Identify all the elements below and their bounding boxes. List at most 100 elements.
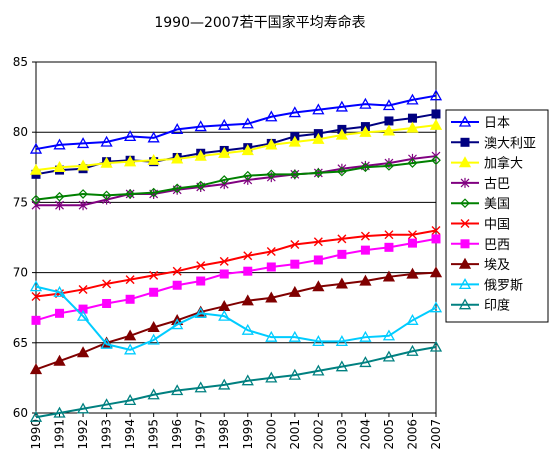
x-tick-label: 1992 [76,419,90,450]
data-point [147,131,160,143]
y-tick-label: 65 [13,336,28,350]
y-tick-label: 70 [13,266,28,280]
x-tick-label: 2003 [335,419,349,450]
data-point [194,120,207,132]
data-point [384,161,394,171]
data-point [337,249,347,259]
data-point [382,99,396,111]
data-point [335,128,348,140]
data-point [78,189,88,199]
data-point [313,237,323,247]
data-point [124,155,137,167]
series-line [35,159,437,201]
y-tick-label: 85 [13,55,28,69]
data-point [458,115,472,127]
data-point [124,343,137,355]
x-tick-label: 2004 [358,419,372,450]
data-point [102,279,112,289]
x-tick-label: 2005 [382,419,396,450]
legend-label: 美国 [484,197,510,212]
data-point [100,156,113,168]
legend-label: 埃及 [484,258,510,273]
x-tick-label: 1990 [29,419,43,450]
data-point [382,124,396,136]
data-point [195,180,206,191]
data-point [53,285,66,297]
series [29,89,443,154]
data-point [147,388,160,400]
legend-label: 澳大利亚 [484,135,536,151]
y-tick-label: 75 [13,195,28,209]
series [31,234,441,325]
data-point [460,239,470,249]
data-point [55,200,64,211]
data-point [265,138,278,150]
data-point [53,160,66,172]
data-point [265,330,278,342]
data-point [458,156,472,168]
data-point [406,267,419,279]
data-point [124,329,137,341]
data-point [54,191,65,202]
data-point [431,225,441,235]
legend-label: 印度 [484,298,510,314]
data-point [335,100,348,112]
data-point [29,142,43,154]
data-point [382,329,396,341]
data-point [335,277,348,289]
legend-item: 加拿大 [451,156,523,172]
data-point [148,187,159,198]
series-line [35,285,437,351]
y-axis: 60 65 70 75 80 85 [13,55,36,420]
data-point [147,321,160,333]
data-point [172,280,182,290]
data-point [53,138,66,150]
data-point [31,200,41,211]
y-tick-label: 80 [13,125,28,139]
legend-item: 中国 [451,218,510,233]
data-point [359,274,372,286]
series [31,225,441,301]
series [31,155,441,205]
data-point [125,294,135,304]
data-point [431,234,441,244]
data-point [384,230,394,240]
data-point [194,381,207,393]
legend-item: 巴西 [451,238,510,253]
data-point [29,363,43,375]
series-lines [29,89,443,422]
data-point [335,335,348,347]
data-point [243,251,253,261]
legend-item: 美国 [451,197,510,212]
data-point [288,135,301,147]
data-point [429,340,443,352]
data-point [171,152,184,164]
series-line [35,124,437,172]
data-point [312,364,325,376]
legend-item: 印度 [451,298,510,314]
data-point [53,354,66,366]
data-point [407,158,418,168]
data-point [406,121,419,133]
data-point [241,294,254,306]
legend-label: 加拿大 [484,156,523,172]
data-point [219,256,229,266]
series-line [35,94,437,151]
data-point [313,255,323,265]
series [29,118,443,175]
data-point [460,219,470,228]
data-point [78,284,88,294]
data-point [29,163,43,175]
x-tick-label: 1996 [170,419,184,450]
data-point [172,183,183,194]
data-point [218,118,231,130]
x-tick-label: 1999 [241,419,255,450]
data-point [460,177,470,188]
data-point [171,123,184,135]
data-point [31,315,41,325]
data-point [29,410,43,422]
data-point [429,301,443,313]
data-point [288,106,301,118]
data-point [384,242,394,252]
